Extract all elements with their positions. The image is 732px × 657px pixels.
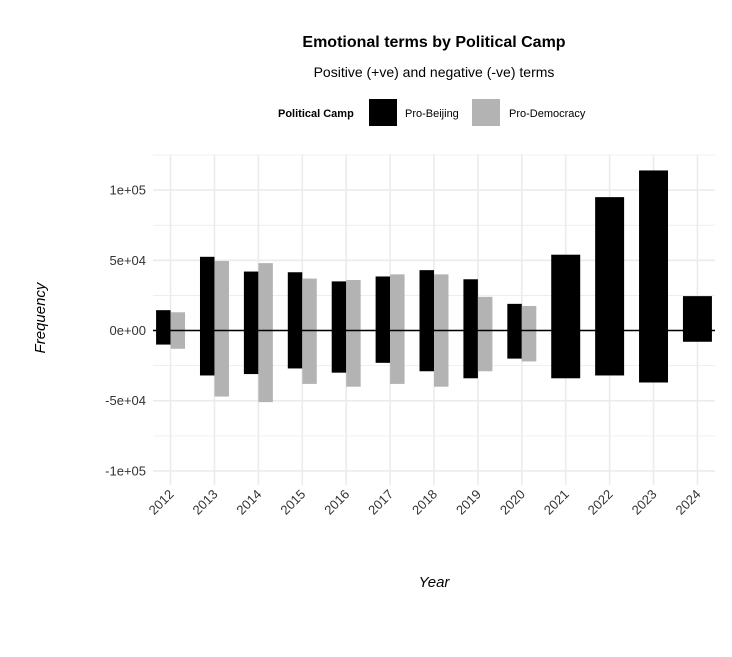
- bar-pro-beijing-positive-2024: [682, 296, 712, 331]
- bar-pro-beijing-positive-2021: [551, 254, 581, 331]
- bar-pro-beijing-negative-2016: [331, 330, 347, 373]
- bar-pro-beijing-negative-2024: [682, 330, 712, 342]
- bar-pro-democracy-negative-2015: [302, 330, 317, 384]
- legend-title: Political Camp: [278, 108, 354, 120]
- bar-pro-beijing-positive-2014: [243, 271, 259, 331]
- bar-pro-beijing-negative-2021: [551, 330, 581, 379]
- bar-pro-beijing-positive-2013: [199, 256, 215, 331]
- y-axis-title: Frequency: [32, 281, 49, 353]
- legend-swatch-pro-democracy: [472, 99, 500, 126]
- bar-pro-beijing-negative-2023: [639, 330, 669, 383]
- bar-pro-democracy-negative-2014: [258, 330, 273, 403]
- x-tick-label: 2023: [629, 487, 660, 518]
- bar-pro-beijing-negative-2019: [463, 330, 478, 379]
- chart-subtitle: Positive (+ve) and negative (-ve) terms: [314, 64, 555, 80]
- bar-pro-democracy-positive-2012: [170, 312, 186, 331]
- legend-swatch-pro-beijing: [369, 99, 397, 126]
- bar-pro-beijing-negative-2020: [507, 330, 522, 359]
- x-tick-label: 2022: [585, 487, 616, 518]
- bar-pro-beijing-negative-2012: [156, 330, 171, 345]
- bar-pro-beijing-negative-2015: [287, 330, 303, 369]
- bar-pro-democracy-positive-2015: [302, 278, 317, 331]
- x-tick-label: 2017: [365, 487, 396, 518]
- y-tick-label: 0e+00: [109, 323, 146, 338]
- bar-pro-beijing-positive-2012: [156, 310, 171, 331]
- x-tick-label: 2016: [321, 487, 352, 518]
- x-tick-label: 2021: [541, 487, 572, 518]
- bar-pro-democracy-positive-2013: [214, 261, 229, 331]
- bar-pro-democracy-positive-2018: [434, 274, 449, 331]
- bar-pro-democracy-negative-2016: [346, 330, 361, 387]
- x-tick-label: 2013: [190, 487, 221, 518]
- bar-pro-beijing-positive-2017: [375, 276, 391, 331]
- bar-pro-democracy-positive-2017: [390, 274, 405, 331]
- bar-pro-democracy-positive-2016: [346, 279, 361, 331]
- legend-label-pro-democracy: Pro-Democracy: [509, 108, 586, 120]
- bar-pro-beijing-positive-2019: [463, 279, 478, 331]
- bar-pro-beijing-positive-2020: [507, 303, 522, 331]
- bar-pro-beijing-negative-2013: [199, 330, 215, 376]
- x-tick-label: 2020: [497, 487, 528, 518]
- x-axis-title: Year: [419, 574, 451, 591]
- y-axis-ticks: 1e+05 5e+04 0e+00 -5e+04 -1e+05: [105, 183, 146, 479]
- bar-pro-democracy-negative-2012: [170, 330, 186, 349]
- bar-pro-beijing-negative-2018: [419, 330, 434, 372]
- y-tick-label: 5e+04: [109, 253, 146, 268]
- bar-pro-beijing-negative-2014: [243, 330, 259, 375]
- bar-pro-beijing-negative-2017: [375, 330, 391, 363]
- bar-pro-beijing-positive-2022: [595, 197, 625, 331]
- x-axis-ticks: 2012 2013 2014 2015 2016 2017 2018 2019 2020 2021…: [146, 487, 704, 518]
- bar-pro-beijing-negative-2022: [595, 330, 625, 376]
- bar-pro-democracy-positive-2020: [521, 305, 537, 331]
- chart-title: Emotional terms by Political Camp: [302, 34, 565, 51]
- bar-pro-beijing-positive-2023: [639, 170, 669, 331]
- legend-label-pro-beijing: Pro-Beijing: [405, 108, 459, 120]
- bar-pro-beijing-positive-2016: [331, 281, 347, 331]
- x-tick-label: 2024: [673, 487, 704, 518]
- legend: Political Camp Pro-Beijing Pro-Democracy: [278, 99, 586, 126]
- y-tick-label: -5e+04: [105, 393, 146, 408]
- x-tick-label: 2019: [453, 487, 484, 518]
- x-tick-label: 2014: [233, 487, 264, 518]
- x-tick-label: 2015: [277, 487, 308, 518]
- bars: [156, 170, 712, 403]
- x-tick-label: 2018: [409, 487, 440, 518]
- bar-pro-democracy-positive-2014: [258, 263, 273, 331]
- y-tick-label: 1e+05: [109, 183, 146, 198]
- x-tick-label: 2012: [146, 487, 177, 518]
- bar-pro-democracy-negative-2018: [434, 330, 449, 387]
- bar-pro-democracy-positive-2019: [477, 296, 493, 331]
- y-tick-label: -1e+05: [105, 463, 146, 478]
- bar-pro-beijing-positive-2015: [287, 272, 303, 331]
- bar-pro-democracy-negative-2017: [390, 330, 405, 384]
- bar-pro-democracy-negative-2019: [477, 330, 493, 372]
- bar-pro-democracy-negative-2013: [214, 330, 229, 397]
- bar-pro-democracy-negative-2020: [521, 330, 537, 362]
- bar-pro-beijing-positive-2018: [419, 270, 434, 331]
